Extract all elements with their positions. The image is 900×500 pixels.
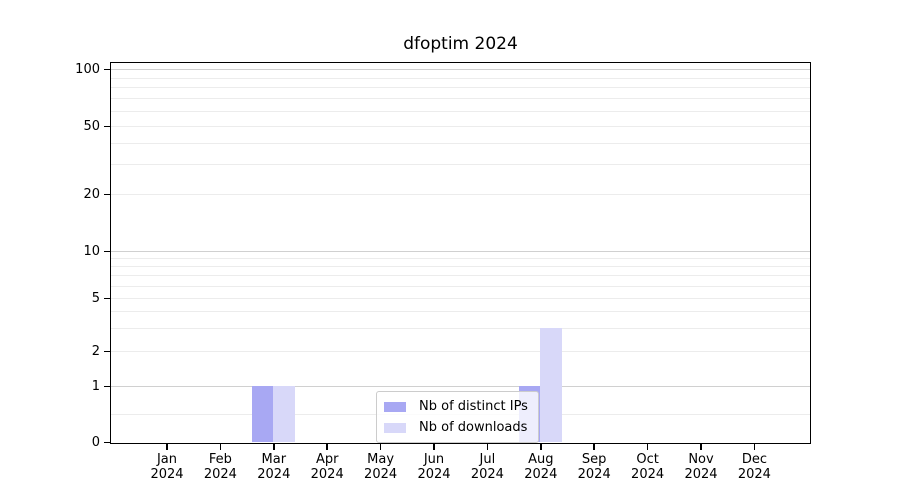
gridline-minor xyxy=(111,327,810,329)
x-tick-mark xyxy=(166,444,168,450)
gridline-minor xyxy=(111,111,810,112)
x-tick-label: Jan 2024 xyxy=(150,452,184,482)
gridline-minor xyxy=(111,351,810,352)
x-tick-label: Aug 2024 xyxy=(524,452,558,482)
legend-swatch-downloads xyxy=(384,422,406,433)
x-tick-mark xyxy=(273,444,275,450)
x-tick-label: Feb 2024 xyxy=(203,452,237,482)
y-tick-mark xyxy=(104,441,110,444)
bar-downloads-mar xyxy=(273,386,295,442)
gridline-minor xyxy=(111,126,810,127)
bars-layer xyxy=(111,63,810,443)
y-tick-mark xyxy=(104,68,110,71)
y-tick-label: 10 xyxy=(83,243,100,259)
y-tick-label: 5 xyxy=(91,290,100,306)
x-tick-mark xyxy=(379,444,382,450)
x-tick-mark xyxy=(326,444,328,450)
bar-distinct-ips-mar xyxy=(251,386,274,442)
y-tick-label: 1 xyxy=(91,378,100,394)
y-tick-mark xyxy=(104,297,110,300)
x-tick-mark xyxy=(646,444,649,450)
gridline-minor xyxy=(111,87,810,89)
gridline-minor xyxy=(111,275,810,277)
bar-downloads-aug xyxy=(540,327,562,442)
x-tick-label: Nov 2024 xyxy=(684,452,718,482)
x-tick-label: Jul 2024 xyxy=(470,452,504,482)
gridline-minor xyxy=(111,77,810,79)
legend-label-downloads: Nb of downloads xyxy=(419,420,528,435)
x-tick-mark xyxy=(219,444,222,450)
x-tick-mark xyxy=(700,444,702,450)
gridline-minor xyxy=(111,258,810,260)
chart-title: dfoptim 2024 xyxy=(403,34,518,54)
gridline-minor xyxy=(111,266,810,268)
gridline-minor xyxy=(111,142,810,144)
gridline-minor xyxy=(111,98,810,100)
legend-label-distinct-ips: Nb of distinct IPs xyxy=(419,399,528,414)
x-tick-label: Jun 2024 xyxy=(417,452,451,482)
y-tick-mark xyxy=(104,350,110,353)
x-tick-label: Apr 2024 xyxy=(310,452,344,482)
legend-item-distinct-ips: Nb of distinct IPs xyxy=(384,398,528,415)
gridline-minor xyxy=(111,163,810,165)
legend: Nb of distinct IPs Nb of downloads xyxy=(376,391,539,443)
x-tick-label: Dec 2024 xyxy=(737,452,771,482)
plot-area: Nb of distinct IPs Nb of downloads xyxy=(110,62,811,444)
x-tick-label: Oct 2024 xyxy=(631,452,665,482)
legend-item-downloads: Nb of downloads xyxy=(384,419,528,436)
y-tick-label: 20 xyxy=(83,186,100,202)
y-tick-mark xyxy=(104,385,110,388)
y-tick-mark xyxy=(104,125,110,128)
legend-swatch-distinct-ips xyxy=(384,401,406,412)
x-tick-mark xyxy=(540,444,542,450)
gridline-major xyxy=(111,251,810,252)
gridlines-layer xyxy=(111,63,810,443)
y-tick-label: 0 xyxy=(91,434,100,450)
y-tick-mark xyxy=(104,193,110,196)
x-tick-mark xyxy=(753,444,756,450)
gridline-major xyxy=(111,69,810,70)
y-tick-label: 50 xyxy=(83,118,100,134)
y-tick-mark xyxy=(104,250,110,253)
x-tick-label: Mar 2024 xyxy=(257,452,291,482)
gridline-minor xyxy=(111,298,810,299)
x-tick-mark xyxy=(486,444,489,450)
gridline-major xyxy=(111,386,810,387)
x-tick-mark xyxy=(433,444,435,450)
x-tick-mark xyxy=(593,444,595,450)
x-tick-label: Sep 2024 xyxy=(577,452,611,482)
y-tick-label: 2 xyxy=(91,343,100,359)
gridline-minor xyxy=(111,285,810,287)
gridline-minor xyxy=(111,310,810,312)
gridline-minor xyxy=(111,194,810,195)
x-tick-label: May 2024 xyxy=(364,452,398,482)
y-tick-label: 100 xyxy=(75,61,100,77)
